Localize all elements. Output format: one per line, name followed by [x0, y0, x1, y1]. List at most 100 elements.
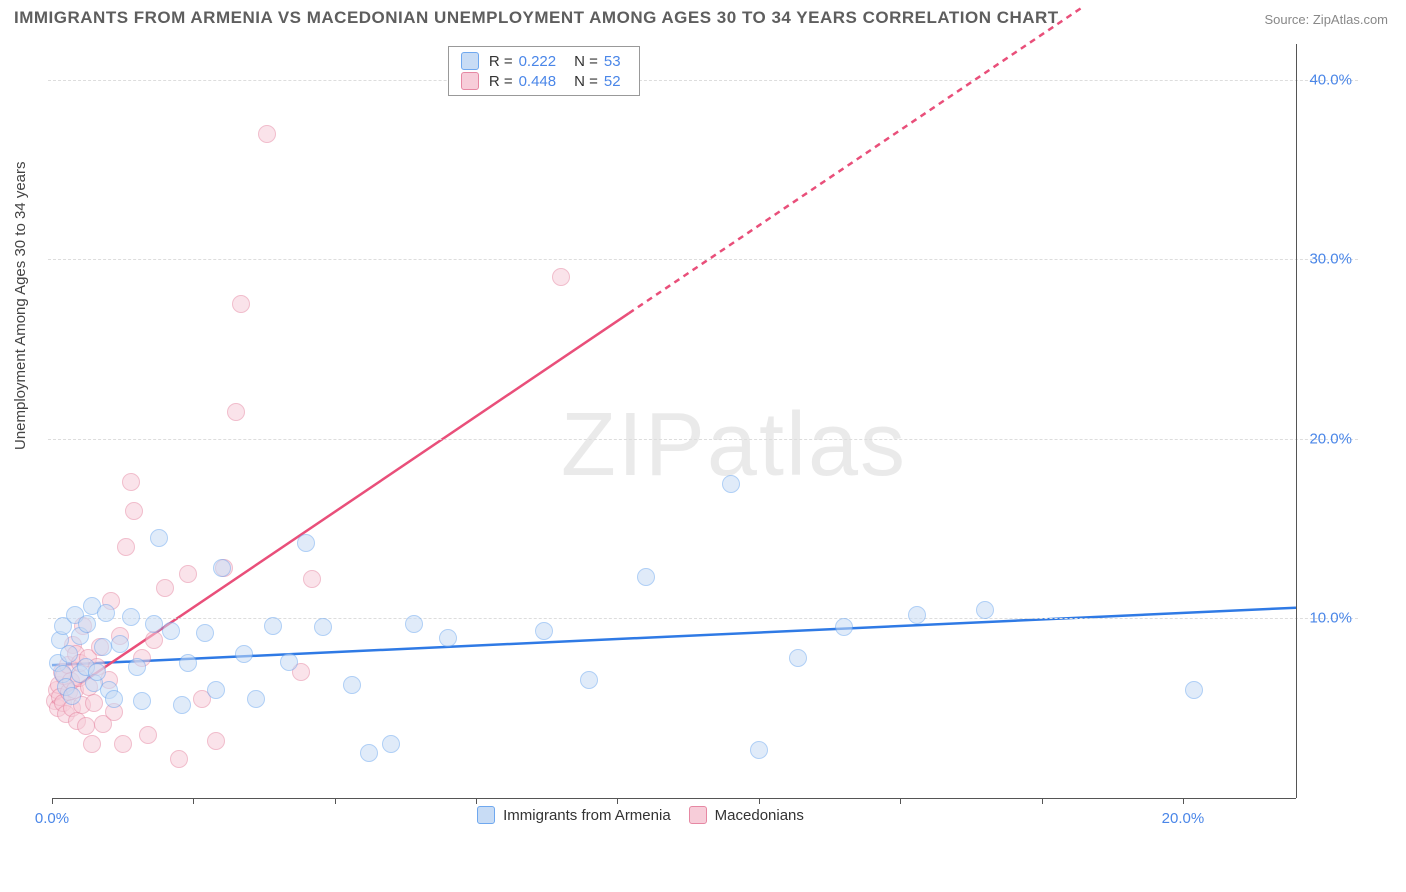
trend-line	[629, 8, 1081, 313]
scatter-point	[77, 717, 95, 735]
source-attribution: Source: ZipAtlas.com	[1264, 12, 1388, 27]
scatter-point	[133, 692, 151, 710]
bottom-legend: Immigrants from Armenia Macedonians	[459, 806, 804, 824]
scatter-point	[122, 608, 140, 626]
scatter-point	[637, 568, 655, 586]
scatter-point	[60, 645, 78, 663]
x-axis-line	[52, 798, 1296, 799]
gridline	[48, 439, 1358, 440]
scatter-point	[207, 681, 225, 699]
legend-series-label: Macedonians	[715, 807, 804, 824]
plot-area: ZIPatlas 10.0%20.0%30.0%40.0%0.0%20.0%R …	[48, 38, 1358, 838]
x-tick-label: 0.0%	[35, 810, 69, 827]
legend-r-value: 0.448	[519, 73, 557, 90]
scatter-point	[232, 295, 250, 313]
x-tick	[335, 798, 336, 804]
scatter-point	[173, 696, 191, 714]
scatter-point	[280, 653, 298, 671]
x-tick	[1042, 798, 1043, 804]
scatter-point	[314, 618, 332, 636]
scatter-point	[63, 687, 81, 705]
scatter-point	[117, 538, 135, 556]
scatter-point	[83, 735, 101, 753]
scatter-point	[128, 658, 146, 676]
legend-series-label: Immigrants from Armenia	[503, 807, 671, 824]
chart-title: IMMIGRANTS FROM ARMENIA VS MACEDONIAN UN…	[14, 8, 1059, 28]
scatter-point	[908, 606, 926, 624]
legend-r-label: R =	[489, 53, 513, 70]
scatter-point	[247, 690, 265, 708]
scatter-point	[303, 570, 321, 588]
x-tick	[476, 798, 477, 804]
scatter-point	[835, 618, 853, 636]
scatter-point	[750, 741, 768, 759]
scatter-point	[405, 615, 423, 633]
scatter-point	[88, 663, 106, 681]
scatter-point	[179, 654, 197, 672]
scatter-point	[258, 125, 276, 143]
y-axis-label: Unemployment Among Ages 30 to 34 years	[12, 161, 29, 450]
scatter-point	[150, 529, 168, 547]
legend-n-label: N =	[574, 73, 598, 90]
scatter-point	[1185, 681, 1203, 699]
gridline	[48, 80, 1358, 81]
legend-swatch	[689, 806, 707, 824]
x-tick	[900, 798, 901, 804]
scatter-point	[439, 629, 457, 647]
legend-swatch	[461, 72, 479, 90]
scatter-point	[85, 694, 103, 712]
gridline	[48, 259, 1358, 260]
scatter-point	[552, 268, 570, 286]
scatter-point	[360, 744, 378, 762]
scatter-point	[156, 579, 174, 597]
scatter-point	[125, 502, 143, 520]
y-tick-label: 20.0%	[1309, 430, 1352, 447]
scatter-point	[722, 475, 740, 493]
y-tick-label: 30.0%	[1309, 251, 1352, 268]
scatter-point	[114, 735, 132, 753]
scatter-point	[196, 624, 214, 642]
legend-stats: R = 0.222 N = 53 R = 0.448 N = 52	[448, 46, 640, 96]
scatter-point	[207, 732, 225, 750]
y-tick-label: 40.0%	[1309, 71, 1352, 88]
legend-n-value: 53	[604, 53, 621, 70]
scatter-point	[343, 676, 361, 694]
x-tick	[617, 798, 618, 804]
scatter-point	[179, 565, 197, 583]
legend-n-value: 52	[604, 73, 621, 90]
legend-r-value: 0.222	[519, 53, 557, 70]
scatter-point	[105, 690, 123, 708]
y-tick-label: 10.0%	[1309, 610, 1352, 627]
scatter-point	[139, 726, 157, 744]
scatter-point	[264, 617, 282, 635]
scatter-point	[235, 645, 253, 663]
scatter-point	[78, 615, 96, 633]
x-tick	[52, 798, 53, 804]
legend-stats-row: R = 0.222 N = 53	[449, 51, 639, 71]
legend-swatch	[477, 806, 495, 824]
scatter-point	[94, 638, 112, 656]
scatter-point	[145, 615, 163, 633]
x-tick	[193, 798, 194, 804]
scatter-point	[789, 649, 807, 667]
x-tick-label: 20.0%	[1162, 810, 1205, 827]
y-axis-line	[1296, 44, 1297, 798]
scatter-point	[227, 403, 245, 421]
legend-r-label: R =	[489, 73, 513, 90]
scatter-point	[580, 671, 598, 689]
scatter-point	[162, 622, 180, 640]
x-tick	[759, 798, 760, 804]
legend-swatch	[461, 52, 479, 70]
scatter-point	[97, 604, 115, 622]
scatter-point	[170, 750, 188, 768]
scatter-point	[382, 735, 400, 753]
scatter-point	[111, 635, 129, 653]
legend-n-label: N =	[574, 53, 598, 70]
scatter-point	[976, 601, 994, 619]
scatter-point	[145, 631, 163, 649]
scatter-point	[297, 534, 315, 552]
gridline	[48, 618, 1358, 619]
scatter-point	[535, 622, 553, 640]
legend-stats-row: R = 0.448 N = 52	[449, 71, 639, 91]
scatter-point	[213, 559, 231, 577]
